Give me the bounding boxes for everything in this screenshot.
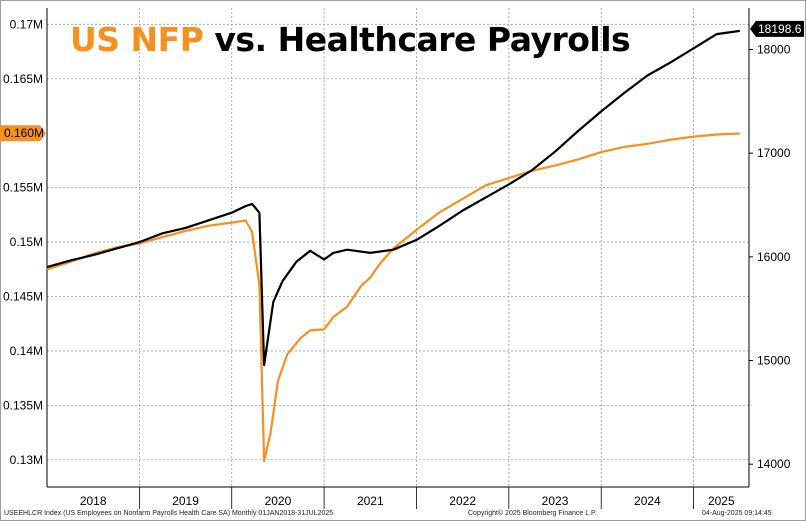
year-label: 2024 (634, 494, 661, 508)
chart-title-highlight: US NFP (70, 20, 204, 59)
axis-labels: 0.13M 0.135M 0.14M 0.145M 0.15M 0.155M 0.165M 0… (0, 17, 804, 508)
year-label: 2023 (542, 494, 569, 508)
gridlines (47, 8, 749, 487)
right-current-value-tag (750, 20, 804, 37)
footer-copyright: Copyright© 2025 Bloomberg Finance L.P. (468, 510, 597, 517)
year-label: 2020 (265, 494, 292, 508)
left-tick-label: 0.15M (10, 235, 43, 249)
healthcare-series-line (46, 132, 740, 463)
left-tick-label: 0.165M (3, 72, 43, 86)
right-tick-label: 14000 (757, 457, 791, 471)
left-current-value-label: 0.160M (4, 126, 44, 140)
right-current-value-label: 18198.6 (758, 22, 802, 36)
right-tick-label: 16000 (757, 250, 791, 264)
left-tick-label: 0.14M (10, 344, 43, 358)
right-tick-label: 17000 (757, 146, 791, 160)
year-label: 2025 (708, 494, 735, 508)
left-tick-label: 0.135M (3, 398, 43, 412)
left-tick-label: 0.13M (10, 453, 43, 467)
left-tick-label: 0.155M (3, 181, 43, 195)
chart-title: US NFP vs. Healthcare Payrolls (70, 20, 631, 59)
right-tick-label: 18000 (757, 42, 791, 56)
left-current-value-tag (0, 125, 46, 142)
left-tick-label: 0.17M (10, 17, 43, 31)
left-tick-label: 0.145M (3, 289, 43, 303)
footer-source-label: USEEHLCR Index (US Employees on Nonfarm … (4, 510, 334, 517)
nfp-series-line (46, 29, 740, 367)
year-label: 2022 (449, 494, 476, 508)
series-layer (46, 29, 740, 463)
year-label: 2021 (357, 494, 384, 508)
footer-timestamp: 04-Aug-2025 09:14:45 (702, 510, 772, 517)
year-label: 2019 (172, 494, 199, 508)
year-label: 2018 (80, 494, 107, 508)
axes (46, 8, 753, 509)
right-tick-label: 15000 (757, 354, 791, 368)
chart-title-rest: vs. Healthcare Payrolls (203, 20, 631, 59)
